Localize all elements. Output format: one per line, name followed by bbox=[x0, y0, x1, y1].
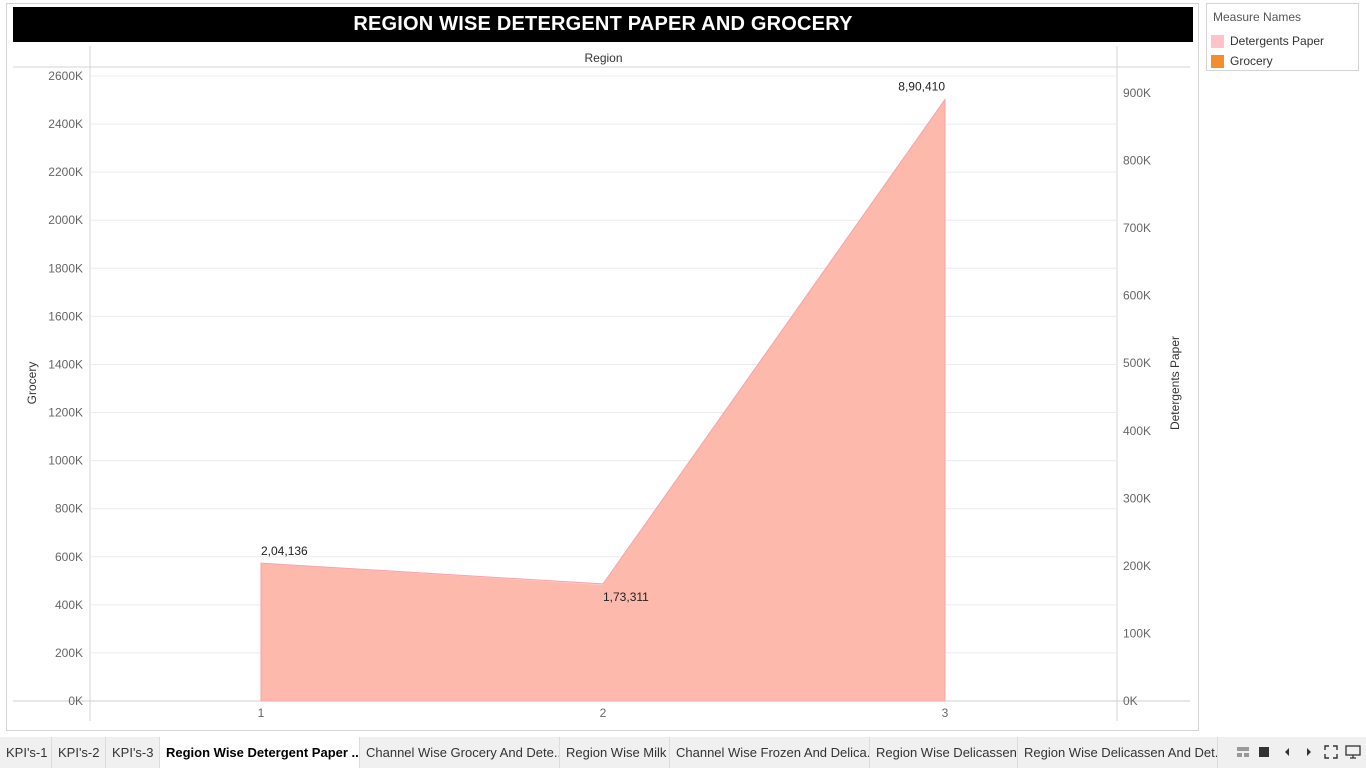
data-label: 8,90,410 bbox=[898, 79, 945, 93]
y-left-tick-label: 200K bbox=[55, 646, 83, 660]
next-sheet-icon[interactable] bbox=[1299, 741, 1319, 763]
y-right-axis-title: Detergents Paper bbox=[1168, 336, 1182, 430]
legend-header: Measure Names bbox=[1213, 10, 1302, 24]
y-left-tick-label: 1200K bbox=[48, 406, 83, 420]
y-left-axis-title: Grocery bbox=[25, 362, 39, 405]
y-right-tick-label: 600K bbox=[1123, 289, 1151, 303]
y-left-tick-label: 2600K bbox=[48, 69, 83, 83]
legend-label: Detergents Paper bbox=[1230, 34, 1325, 48]
area-detergents-paper bbox=[260, 97, 946, 702]
tab-region-wise-delicassen-and-det[interactable]: Region Wise Delicassen And Det... bbox=[1018, 737, 1218, 768]
sheet-tab-bar: KPI's-1 KPI's-2 KPI's-3 Region Wise Dete… bbox=[0, 737, 1366, 768]
legend-item-grocery[interactable]: Grocery bbox=[1211, 54, 1273, 68]
y-left-tick-label: 0K bbox=[68, 694, 83, 708]
tab-region-wise-detergent-paper[interactable]: Region Wise Detergent Paper ... bbox=[160, 737, 360, 768]
y-left-tick-label: 2400K bbox=[48, 117, 83, 131]
tab-region-wise-milk[interactable]: Region Wise Milk bbox=[560, 737, 670, 768]
y-right-tick-label: 200K bbox=[1123, 559, 1151, 573]
presentation-icon[interactable] bbox=[1343, 741, 1363, 763]
y-right-tick-label: 500K bbox=[1123, 356, 1151, 370]
y-right-tick-label: 900K bbox=[1123, 86, 1151, 100]
y-left-tick-label: 1000K bbox=[48, 454, 83, 468]
y-left-tick-label: 2000K bbox=[48, 213, 83, 227]
data-label: 2,04,136 bbox=[261, 544, 308, 558]
legend-swatch-icon bbox=[1211, 34, 1224, 48]
x-tick-label: 3 bbox=[942, 706, 949, 720]
x-tick-label: 1 bbox=[258, 706, 265, 720]
y-left-tick-label: 400K bbox=[55, 598, 83, 612]
y-left-tick-label: 2200K bbox=[48, 165, 83, 179]
area-chart: 0K200K400K600K800K1000K1200K1400K1600K18… bbox=[13, 46, 1190, 721]
tab-kpis-2[interactable]: KPI's-2 bbox=[52, 737, 106, 768]
data-label: 1,73,311 bbox=[603, 590, 649, 604]
y-right-tick-label: 0K bbox=[1123, 694, 1138, 708]
tab-channel-wise-grocery[interactable]: Channel Wise Grocery And Dete... bbox=[360, 737, 560, 768]
legend-item-detergents-paper[interactable]: Detergents Paper bbox=[1211, 34, 1324, 48]
prev-sheet-icon[interactable] bbox=[1277, 741, 1297, 763]
y-right-tick-label: 300K bbox=[1123, 491, 1151, 505]
tab-channel-wise-frozen[interactable]: Channel Wise Frozen And Delica... bbox=[670, 737, 870, 768]
filmstrip-icon[interactable] bbox=[1254, 741, 1274, 763]
tab-kpis-1[interactable]: KPI's-1 bbox=[0, 737, 52, 768]
legend-swatch-icon bbox=[1211, 54, 1224, 68]
y-left-tick-label: 800K bbox=[55, 502, 83, 516]
y-left-tick-label: 1600K bbox=[48, 309, 83, 323]
tab-kpis-3[interactable]: KPI's-3 bbox=[106, 737, 160, 768]
y-right-tick-label: 800K bbox=[1123, 154, 1151, 168]
top-axis-title: Region bbox=[584, 51, 622, 65]
tab-region-wise-delicassen[interactable]: Region Wise Delicassen bbox=[870, 737, 1018, 768]
x-tick-label: 2 bbox=[600, 706, 607, 720]
y-left-tick-label: 600K bbox=[55, 550, 83, 564]
y-right-tick-label: 700K bbox=[1123, 221, 1151, 235]
y-right-tick-label: 400K bbox=[1123, 424, 1151, 438]
fullscreen-icon[interactable] bbox=[1321, 741, 1341, 763]
grid-view-icon[interactable] bbox=[1233, 741, 1253, 763]
chart-title: REGION WISE DETERGENT PAPER AND GROCERY bbox=[13, 7, 1193, 42]
y-left-tick-label: 1800K bbox=[48, 261, 83, 275]
y-right-tick-label: 100K bbox=[1123, 626, 1151, 640]
y-left-tick-label: 1400K bbox=[48, 357, 83, 371]
legend: Measure Names Detergents Paper Grocery bbox=[1206, 3, 1359, 71]
legend-label: Grocery bbox=[1230, 54, 1273, 68]
